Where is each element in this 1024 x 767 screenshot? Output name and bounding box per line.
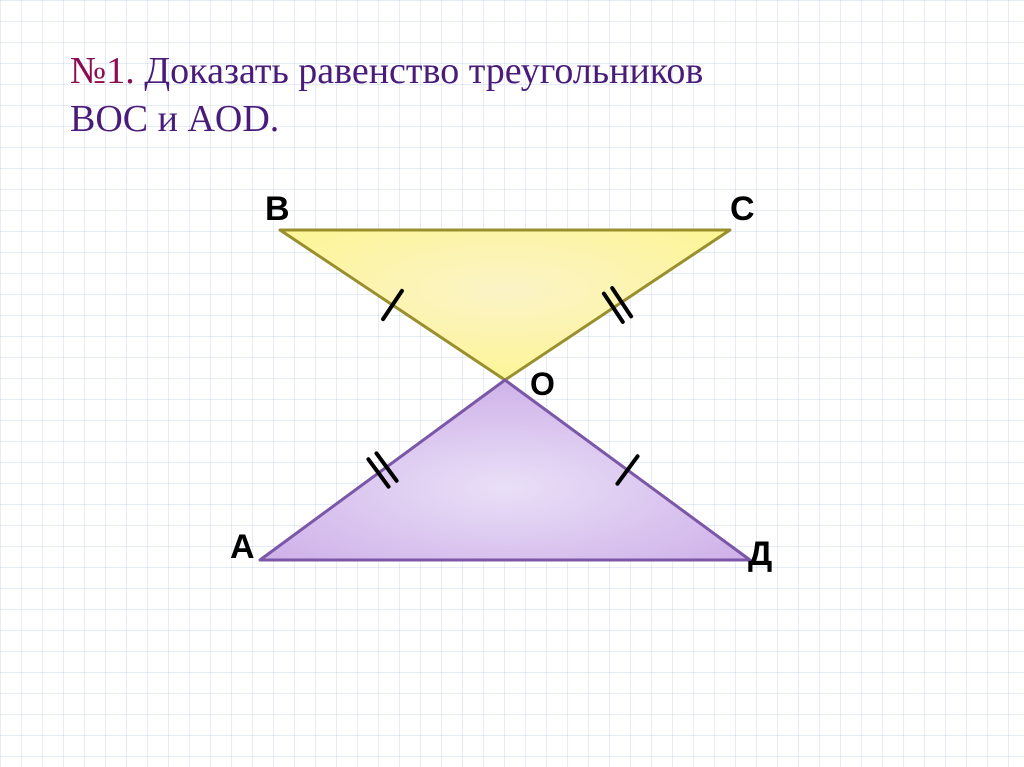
triangle-aod <box>260 380 750 560</box>
label-a: A <box>230 528 255 566</box>
label-b: B <box>265 190 290 228</box>
triangle-boc <box>280 230 730 380</box>
problem-title: №1. Доказать равенство треугольников BOC… <box>70 48 703 143</box>
diagram-stage: B C O A Д <box>170 170 830 650</box>
label-c: C <box>730 190 755 228</box>
title-line2: BOC и AOD. <box>70 98 279 140</box>
label-d: Д <box>748 535 772 573</box>
label-o: O <box>530 366 555 402</box>
title-line1: Доказать равенство треугольников <box>135 50 704 92</box>
geometry-svg: B C O A Д <box>170 170 830 650</box>
title-prefix: №1. <box>70 50 135 92</box>
